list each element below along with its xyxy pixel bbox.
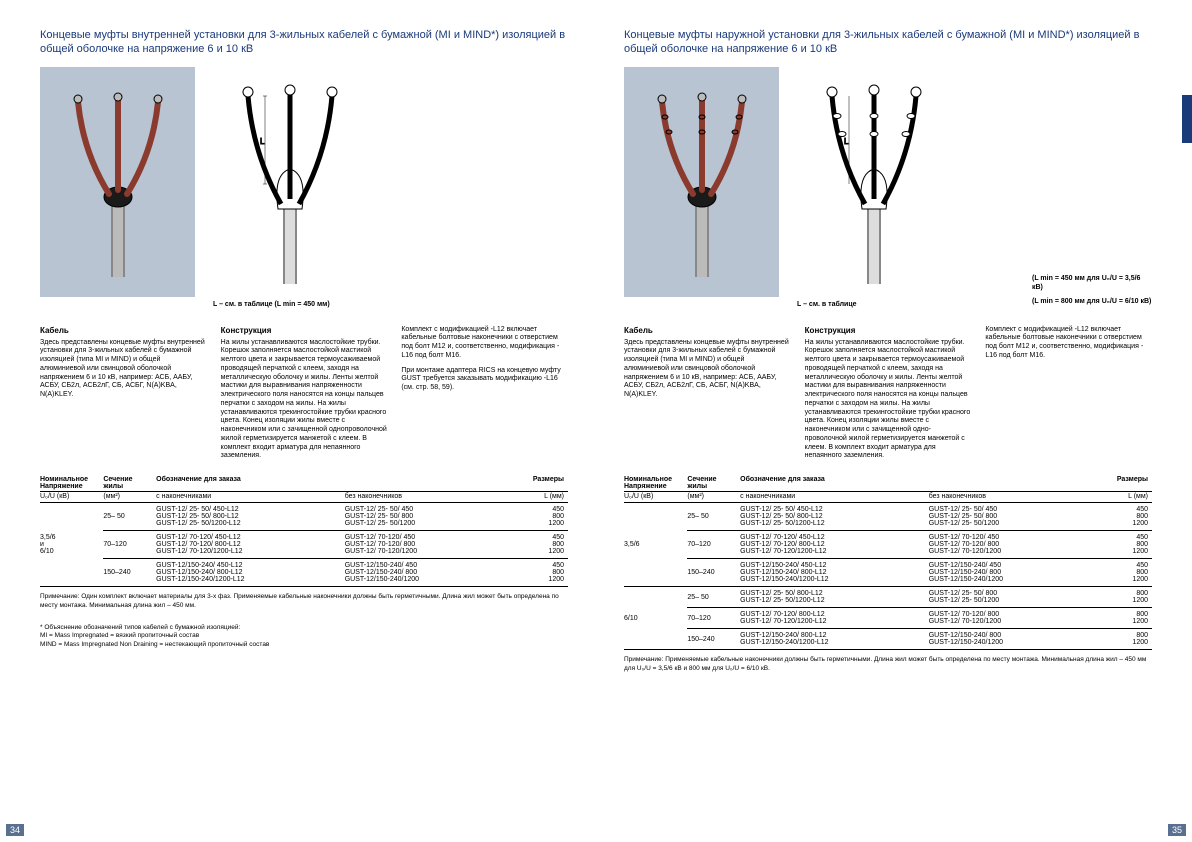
table-row: 150–240GUST-12/150-240/ 450-L12GUST-12/1…: [624, 559, 1152, 587]
product-photo-right: [624, 67, 779, 297]
cable-text-right: Здесь представлены концевые муфты внутре…: [624, 339, 791, 400]
table-row: 150–240GUST-12/150-240/ 450-L12GUST-12/1…: [40, 559, 568, 587]
product-photo-left: [40, 67, 195, 297]
cable-heading-right: Кабель: [624, 326, 791, 336]
page-number-left: 34: [6, 824, 24, 836]
kit-text1-left: Комплект с модификацией -L12 включает ка…: [401, 326, 568, 361]
constr-text-left: На жилы устанавливаются маслостойкие тру…: [221, 339, 388, 462]
table-row: 70–120GUST-12/ 70-120/ 450-L12GUST-12/ 7…: [40, 531, 568, 559]
table-row: 70–120GUST-12/ 70-120/ 800-L12GUST-12/ 7…: [624, 608, 1152, 629]
drawing-caption-left: L – см. в таблице (L min = 450 мм): [213, 301, 368, 308]
table-row: 6/1025– 50GUST-12/ 25- 50/ 800-L12GUST-1…: [624, 587, 1152, 608]
product-drawing-right: L: [797, 67, 952, 297]
page-number-right: 35: [1168, 824, 1186, 836]
kit-text1-right: Комплект с модификацией -L12 включает ка…: [985, 326, 1152, 361]
note-left: Примечание: Один комплект включает матер…: [40, 593, 568, 610]
svg-text:L: L: [260, 137, 265, 146]
drawing-caption-right: L – см. в таблице: [797, 301, 952, 308]
cable-text-left: Здесь представлены концевые муфты внутре…: [40, 339, 207, 400]
cable-heading-left: Кабель: [40, 326, 207, 336]
page-title-left: Концевые муфты внутренней установки для …: [40, 28, 568, 57]
svg-text:L: L: [844, 137, 849, 146]
constr-heading-left: Конструкция: [221, 326, 388, 336]
kit-text2-left: При монтаже адаптера RICS на концевую му…: [401, 367, 568, 393]
spec-table-right: Номинальное НапряжениеСечение жилыОбозна…: [624, 475, 1152, 650]
table-row: 3,5/6 и 6/1025– 50GUST-12/ 25- 50/ 450-L…: [40, 503, 568, 531]
page-title-right: Концевые муфты наружной установки для 3-…: [624, 28, 1152, 57]
product-drawing-left: L: [213, 67, 368, 297]
note-right: Примечание: Применяемые кабельные наконе…: [624, 656, 1152, 673]
constr-text-right: На жилы устанавливаются маслостойкие тру…: [805, 339, 972, 462]
spec-table-left: Номинальное НапряжениеСечение жилыОбозна…: [40, 475, 568, 587]
table-row: 3,5/625– 50GUST-12/ 25- 50/ 450-L12GUST-…: [624, 503, 1152, 531]
lmin-note-1: (L min = 450 мм для U₀/U = 3,5/6 кВ): [1032, 274, 1152, 292]
table-row: 70–120GUST-12/ 70-120/ 450-L12GUST-12/ 7…: [624, 531, 1152, 559]
footnote-left: * Объяснение обозначений типов кабелей с…: [40, 624, 568, 649]
constr-heading-right: Конструкция: [805, 326, 972, 336]
section-tab: [1182, 95, 1192, 143]
lmin-note-2: (L min = 800 мм для U₀/U = 6/10 кВ): [1032, 297, 1152, 306]
table-row: 150–240GUST-12/150-240/ 800-L12GUST-12/1…: [624, 629, 1152, 650]
